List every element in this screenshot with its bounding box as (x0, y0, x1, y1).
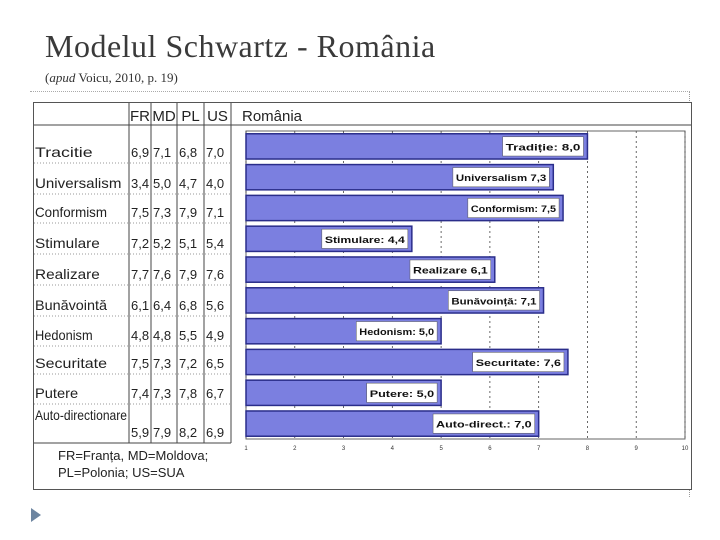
table-cell: 6,9 (206, 425, 224, 440)
table-cell: 7,4 (131, 386, 149, 401)
subtitle-citation: Voicu, 2010, p. 19) (75, 70, 178, 85)
table-cell: 7,1 (206, 205, 224, 220)
table-legend-line: PL=Polonia; US=SUA (58, 465, 185, 480)
table-header-fr: FR (130, 108, 150, 125)
table-cell: 5,1 (179, 236, 197, 251)
bar-data-label: Putere: 5,0 (370, 389, 434, 400)
table-header-us: US (207, 108, 228, 125)
table-cell: 5,5 (179, 328, 197, 343)
title-separator (30, 91, 690, 92)
table-cell: 6,4 (153, 298, 171, 313)
table-cell: 6,5 (206, 356, 224, 371)
bar-label-box (472, 352, 565, 372)
table-cell: 7,3 (153, 356, 171, 371)
table-cell: 3,4 (131, 176, 149, 191)
x-tick-label: 8 (586, 446, 590, 452)
schwartz-figure: FR MD PL US Tracitie 6,9 7,1 6,8 7,0 Universalism… (33, 102, 692, 490)
table-header-md: MD (152, 108, 175, 125)
table-row-label: Auto-directionare (35, 407, 127, 423)
table-row-label: Realizare (35, 266, 100, 282)
table-cell: 6,1 (131, 298, 149, 313)
table-cell: 7,0 (206, 145, 224, 160)
table-row-label: Universalism (35, 175, 121, 191)
x-tick-label: 9 (635, 446, 639, 452)
bar-label-box (409, 259, 492, 280)
bar-data-label: Stimulare: 4,4 (325, 235, 406, 246)
x-tick-label: 6 (488, 446, 492, 452)
table-row-label: Putere (35, 385, 78, 401)
table-cell: 7,9 (179, 205, 197, 220)
table-cell: 5,4 (206, 236, 224, 251)
table-cell: 4,8 (131, 328, 149, 343)
table-cell: 6,7 (206, 386, 224, 401)
table-cell: 7,3 (153, 386, 171, 401)
table-cell: 4,8 (153, 328, 171, 343)
slide-subtitle: (apud Voicu, 2010, p. 19) (45, 70, 178, 86)
table-cell: 7,5 (131, 205, 149, 220)
bar-data-label: Hedonism: 5,0 (359, 327, 434, 338)
bar-label-box (366, 382, 438, 403)
table-cell: 8,2 (179, 425, 197, 440)
x-tick-label: 5 (439, 446, 443, 452)
table-cell: 7,8 (179, 386, 197, 401)
table-cell: 4,9 (206, 328, 224, 343)
table-cell: 7,3 (153, 205, 171, 220)
bar-data-label: Auto-direct.: 7,0 (436, 420, 532, 431)
table-cell: 7,7 (131, 267, 149, 282)
table-cell: 4,7 (179, 176, 197, 191)
table-row-label: Conformism (35, 204, 107, 220)
table-row-label: Hedonism (35, 327, 93, 343)
x-tick-label: 3 (342, 446, 346, 452)
table-cell: 7,2 (179, 356, 197, 371)
table-cell: 7,6 (206, 267, 224, 282)
table-header-pl: PL (181, 108, 199, 125)
x-tick-label: 2 (293, 446, 297, 452)
table-cell: 7,5 (131, 356, 149, 371)
table-cell: 7,2 (131, 236, 149, 251)
subtitle-open: ( (45, 70, 50, 85)
table-cell: 6,9 (131, 145, 149, 160)
bar-label-box (448, 290, 540, 311)
table-row-label: Bunăvointă (35, 297, 107, 313)
table-cell: 7,9 (153, 425, 171, 440)
table-cell: 5,2 (153, 236, 171, 251)
table-cell: 5,9 (131, 425, 149, 440)
bar-label-box (452, 167, 550, 188)
bar-label-box (467, 198, 560, 218)
bar-label-box (356, 321, 438, 342)
table-row-label: Stimulare (35, 235, 100, 251)
bar-data-label: Bunăvoință: 7,1 (451, 296, 537, 307)
chart-title: România (242, 108, 303, 125)
table-row-label: Tracitie (35, 144, 93, 160)
subtitle-apud: apud (49, 70, 76, 85)
table-cell: 7,6 (153, 267, 171, 282)
table-legend-line: FR=Franța, MD=Moldova; (58, 448, 208, 463)
bullet-arrow-icon (31, 508, 41, 522)
bar-data-label: Realizare 6,1 (413, 266, 489, 277)
table-cell: 5,0 (153, 176, 171, 191)
bar-data-label: Securitate: 7,6 (476, 358, 561, 369)
table-row-label: Securitate (35, 355, 107, 371)
x-tick-label: 4 (391, 446, 395, 452)
x-tick-label: 7 (537, 446, 541, 452)
table-cell: 6,8 (179, 145, 197, 160)
x-tick-label: 1 (244, 446, 248, 452)
bar-label-box (502, 136, 584, 157)
bar-data-label: Conformism: 7,5 (471, 204, 557, 215)
bar-data-label: Tradiție: 8,0 (506, 142, 581, 153)
bar-label-box (432, 413, 535, 434)
table-cell: 6,8 (179, 298, 197, 313)
bar-data-label: Universalism 7,3 (456, 173, 546, 184)
bar-label-box (321, 228, 409, 249)
x-tick-label: 10 (682, 446, 689, 452)
table-cell: 7,1 (153, 145, 171, 160)
table-cell: 5,6 (206, 298, 224, 313)
slide-title: Modelul Schwartz - România (45, 28, 436, 64)
table-cell: 7,9 (179, 267, 197, 282)
table-cell: 4,0 (206, 176, 224, 191)
figure-canvas: FR MD PL US Tracitie 6,9 7,1 6,8 7,0 Universalism… (34, 103, 691, 480)
